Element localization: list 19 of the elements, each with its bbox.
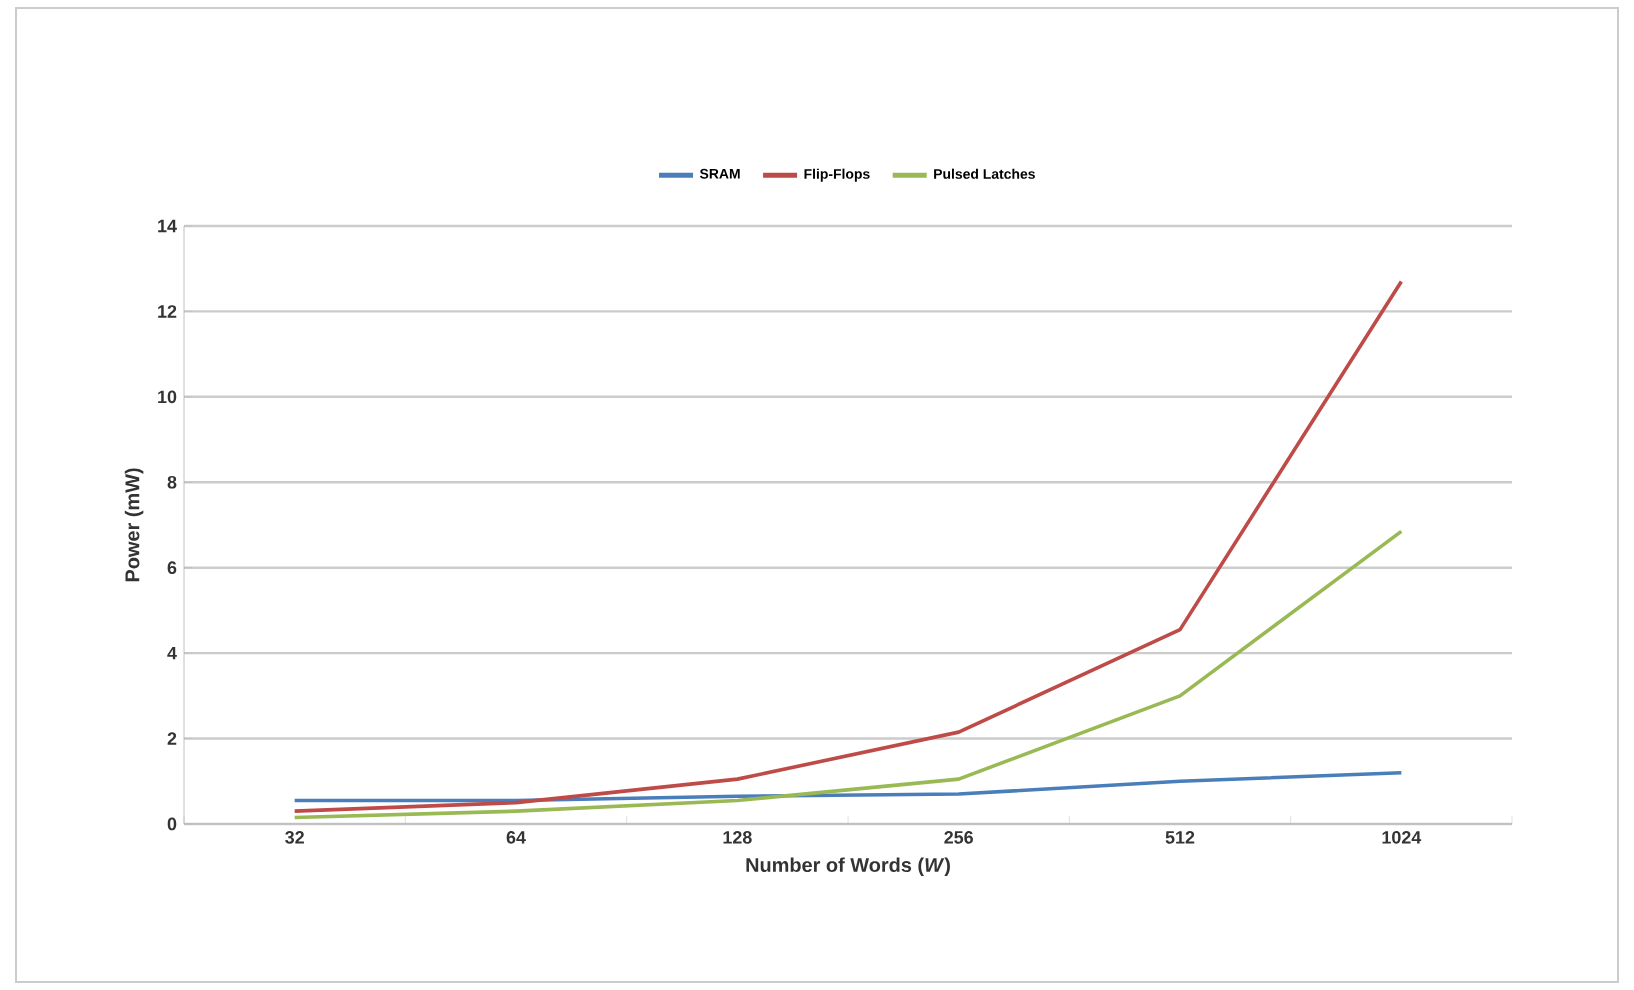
y-tick-label: 4: [167, 646, 177, 660]
y-tick-label: 14: [158, 219, 177, 233]
line-series: [292, 529, 1404, 820]
y-tick-label: 10: [158, 390, 177, 404]
x-tick-label: 256: [944, 831, 973, 844]
y-tick-label: 0: [167, 817, 177, 831]
y-tick-label: 12: [158, 305, 177, 318]
y-tick-label: 6: [167, 561, 177, 575]
x-axis-title: Number of Words (W): [746, 857, 950, 876]
y-tick-label: 2: [167, 732, 177, 745]
line-series: [292, 279, 1404, 813]
y-tick-label: 8: [167, 475, 177, 489]
x-tick-label: 512: [1165, 831, 1195, 844]
line-series: [292, 770, 1404, 803]
x-tick-label: 64: [506, 831, 526, 844]
y-axis-title: Power (mW): [124, 468, 144, 582]
x-tick-label: 128: [723, 831, 752, 844]
x-tick-label: 1024: [1382, 831, 1422, 844]
x-tick-label: 32: [285, 831, 304, 844]
